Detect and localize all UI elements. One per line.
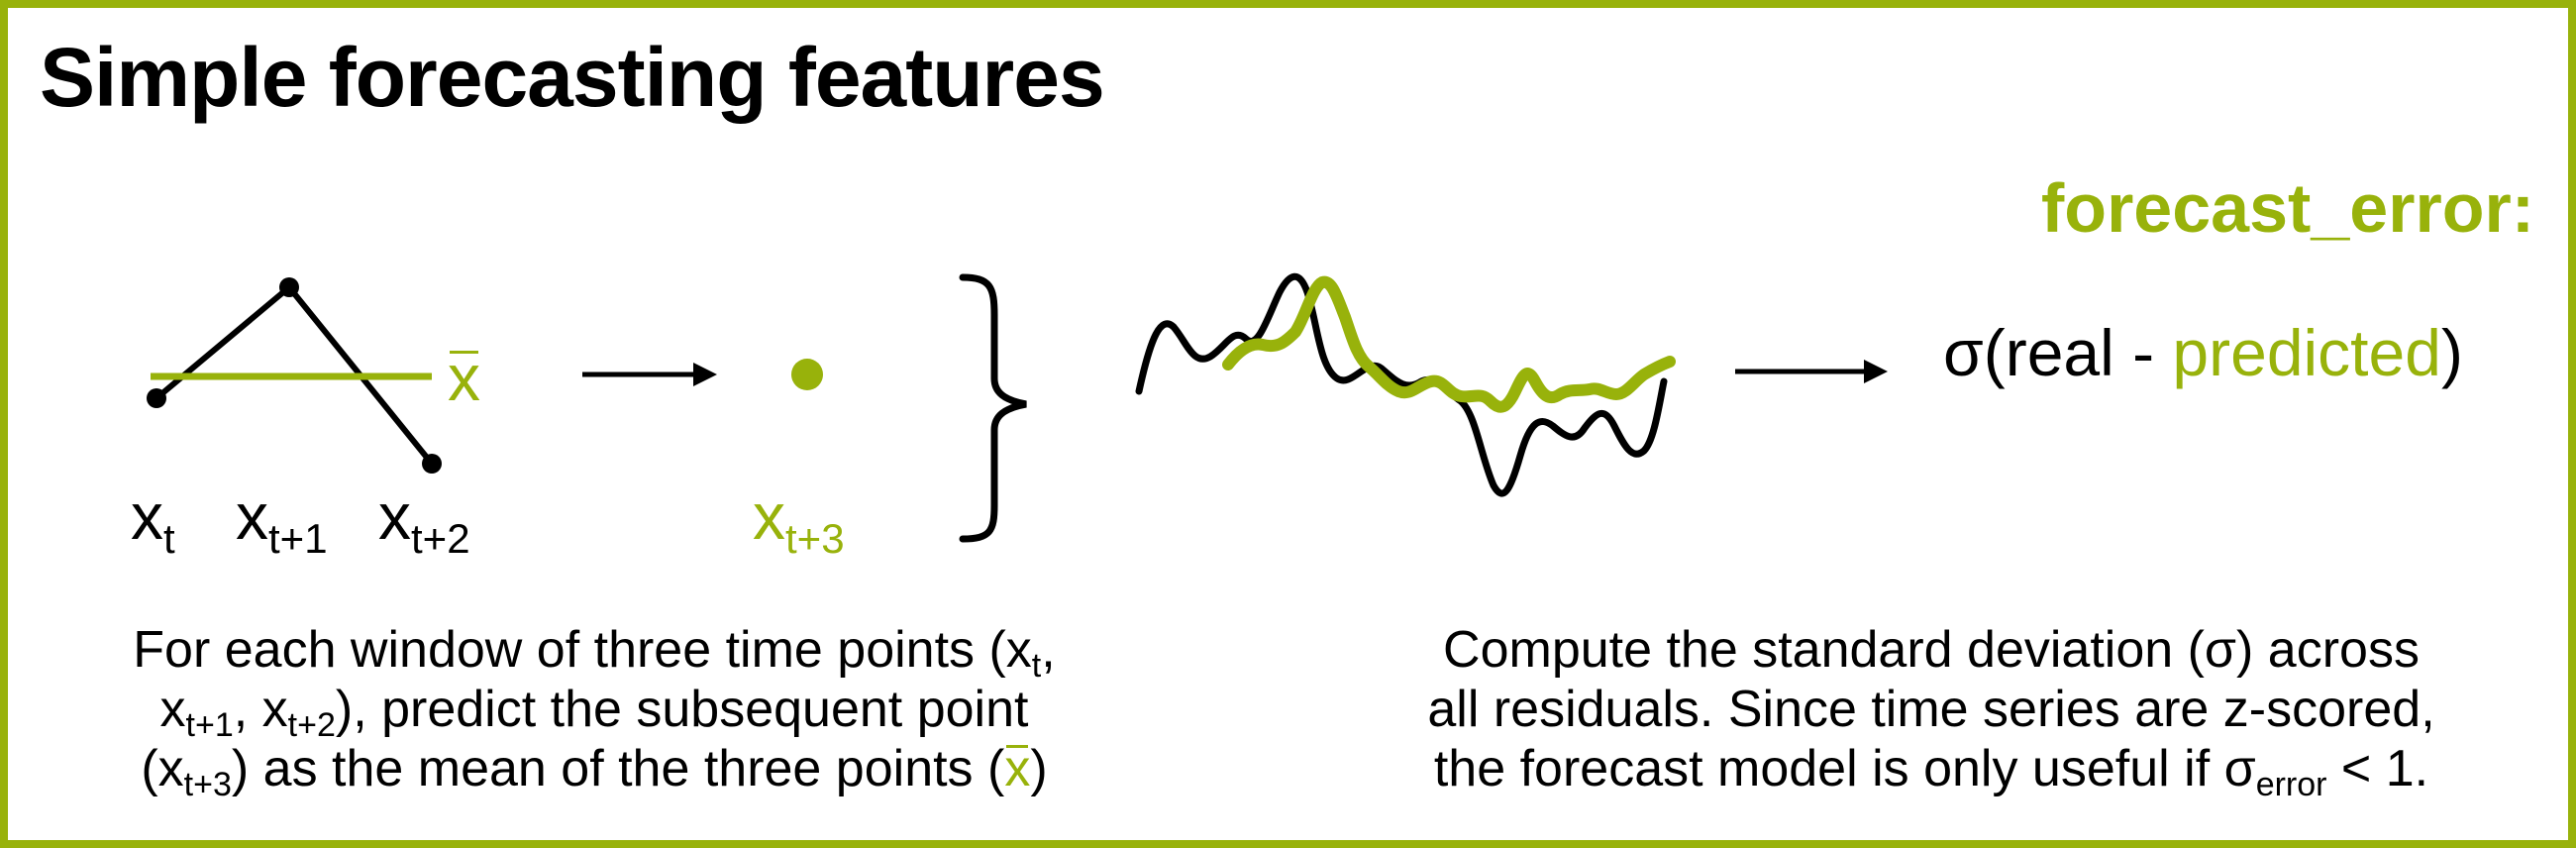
- predicted-point: [791, 359, 823, 390]
- arrow-right-icon: [582, 363, 717, 386]
- right-description-line3: the forecast model is only useful if σer…: [1433, 740, 2429, 803]
- left-description-line3: (xt+3) as the mean of the three points (…: [141, 740, 1048, 803]
- label-xt1: xt+1: [236, 479, 328, 562]
- page-title: Simple forecasting features: [40, 31, 1105, 124]
- label-xt: xt: [131, 479, 175, 562]
- right-description-line1: Compute the standard deviation (σ) acros…: [1443, 621, 2420, 679]
- label-xt2: xt+2: [378, 479, 470, 562]
- point-xt2: [422, 454, 442, 474]
- label-xt3: xt+3: [753, 479, 845, 562]
- arrow-right-icon: [1735, 360, 1888, 383]
- x-bar-symbol: x: [448, 341, 480, 414]
- point-xt1: [279, 277, 299, 297]
- mean-symbol-label: x: [448, 345, 480, 410]
- feature-name: forecast_error:: [2041, 169, 2534, 247]
- left-description: For each window of three time points (xt…: [20, 620, 1169, 803]
- left-description-line2: xt+1, xt+2), predict the subsequent poin…: [159, 681, 1029, 744]
- x-bar-symbol: x: [1004, 740, 1031, 797]
- forecast-error-formula: σ(real - predicted): [1943, 316, 2463, 389]
- right-description: Compute the standard deviation (σ) acros…: [1327, 620, 2535, 803]
- point-xt: [147, 388, 166, 408]
- predicted-series-line: [1222, 275, 1676, 413]
- curly-brace-icon: [959, 273, 1027, 543]
- left-description-line1: For each window of three time points (xt…: [133, 621, 1056, 685]
- right-description-line2: all residuals. Since time series are z-s…: [1427, 681, 2435, 738]
